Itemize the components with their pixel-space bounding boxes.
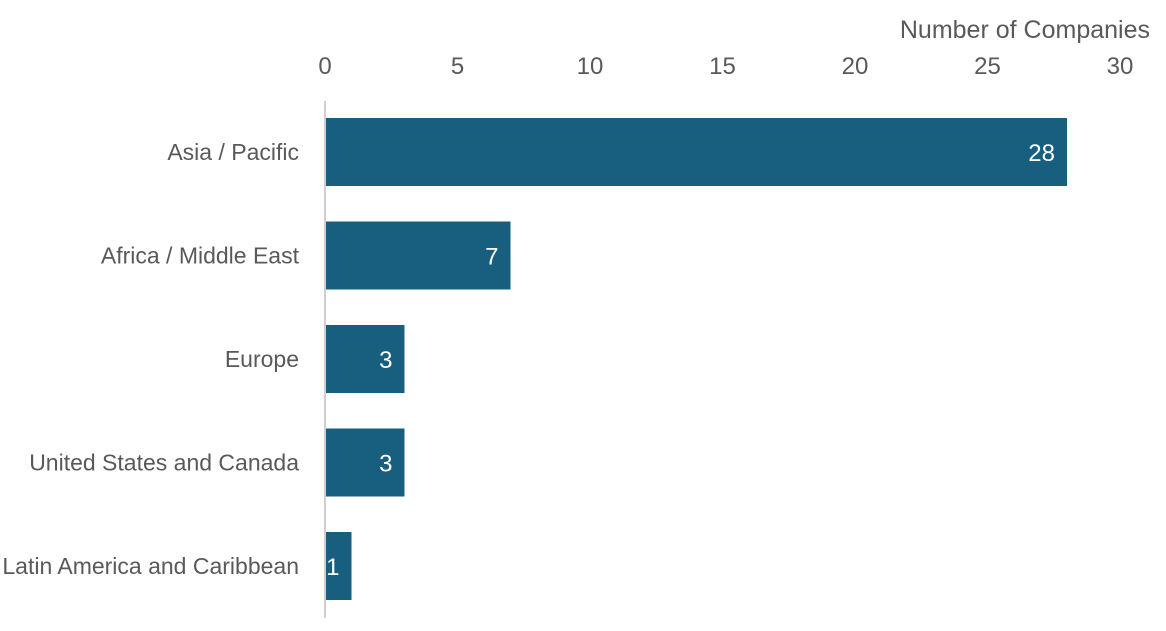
data-label: 3 — [379, 451, 392, 478]
x-axis-title: Number of Companies — [900, 16, 1150, 44]
x-tick-label: 5 — [451, 53, 464, 80]
x-tick-label: 30 — [1107, 53, 1134, 80]
bar — [326, 325, 405, 393]
category-label: Europe — [225, 346, 299, 372]
x-tick-label: 15 — [709, 53, 736, 80]
category-label: Latin America and Caribbean — [2, 553, 299, 579]
data-label: 3 — [379, 347, 392, 374]
x-tick-label: 0 — [318, 53, 331, 80]
bar — [326, 428, 405, 497]
bar — [326, 532, 352, 600]
category-label: Africa / Middle East — [101, 243, 300, 269]
bar — [326, 118, 1067, 186]
category-label: United States and Canada — [29, 450, 299, 476]
data-labels: 28 7 3 3 1 — [326, 140, 1055, 581]
x-tick-label: 25 — [974, 53, 1001, 80]
x-axis-ticks: 0 5 10 15 20 25 30 — [318, 53, 1133, 80]
category-label: Asia / Pacific — [167, 139, 299, 165]
data-label: 1 — [326, 554, 339, 581]
x-tick-label: 10 — [577, 53, 604, 80]
bar — [326, 221, 511, 290]
data-label: 28 — [1028, 140, 1055, 167]
bars — [326, 118, 1067, 600]
x-tick-label: 20 — [842, 53, 869, 80]
data-label: 7 — [485, 244, 498, 271]
category-labels: Asia / Pacific Africa / Middle East Europe… — [2, 139, 299, 579]
